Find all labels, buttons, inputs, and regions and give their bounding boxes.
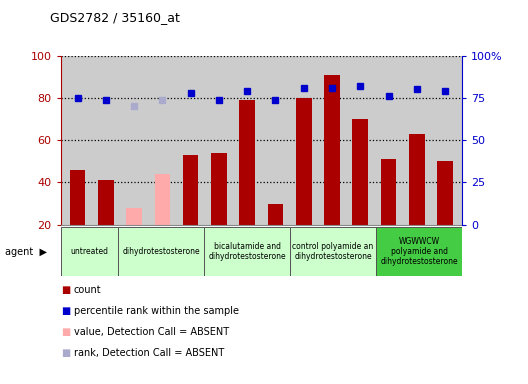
Bar (290, 227, 376, 276)
Text: agent  ▶: agent ▶ (5, 247, 48, 257)
Text: control polyamide an
dihydrotestosterone: control polyamide an dihydrotestosterone (293, 242, 374, 261)
Bar (204, 227, 290, 276)
Bar (324, 74, 340, 225)
Text: dihydrotestosterone: dihydrotestosterone (122, 247, 200, 256)
Text: WGWWCW
polyamide and
dihydrotestosterone: WGWWCW polyamide and dihydrotestosterone (380, 237, 458, 266)
Text: GDS2782 / 35160_at: GDS2782 / 35160_at (50, 12, 180, 25)
Bar (240, 100, 255, 225)
Bar (211, 153, 227, 225)
Text: percentile rank within the sample: percentile rank within the sample (74, 306, 239, 316)
Bar (353, 119, 368, 225)
Bar (98, 180, 114, 225)
Bar (376, 227, 462, 276)
Bar (118, 227, 204, 276)
Bar (183, 155, 199, 225)
Text: ■: ■ (61, 285, 70, 295)
Text: bicalutamide and
dihydrotestosterone: bicalutamide and dihydrotestosterone (208, 242, 286, 261)
Text: value, Detection Call = ABSENT: value, Detection Call = ABSENT (74, 327, 229, 337)
Text: ■: ■ (61, 348, 70, 358)
Bar (70, 170, 86, 225)
Bar (268, 204, 283, 225)
Bar (296, 98, 312, 225)
Bar (155, 174, 170, 225)
Text: ■: ■ (61, 327, 70, 337)
Text: rank, Detection Call = ABSENT: rank, Detection Call = ABSENT (74, 348, 224, 358)
Bar (437, 161, 453, 225)
Text: count: count (74, 285, 101, 295)
Bar (126, 208, 142, 225)
Text: ■: ■ (61, 306, 70, 316)
Text: untreated: untreated (70, 247, 108, 256)
Bar (61, 227, 118, 276)
Bar (381, 159, 397, 225)
Bar (409, 134, 425, 225)
